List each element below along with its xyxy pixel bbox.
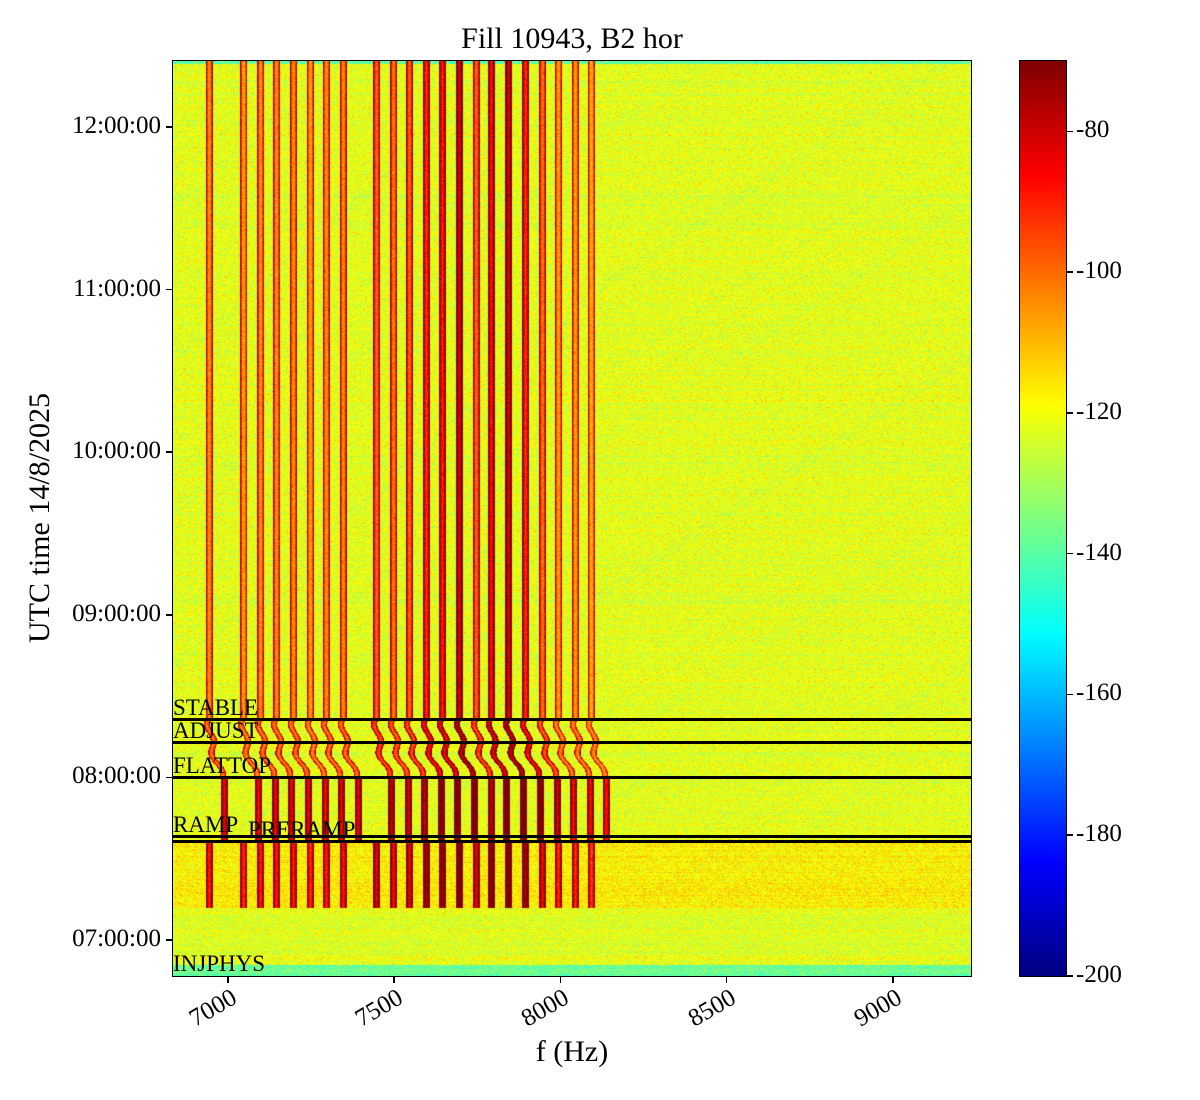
x-axis-label: f (Hz)	[535, 1035, 609, 1068]
x-tick	[393, 976, 395, 983]
chart-title: Fill 10943, B2 hor	[461, 22, 683, 55]
colorbar-tick-label: -140	[1076, 538, 1122, 566]
y-tick-label: 09:00:00	[72, 599, 161, 627]
y-tick	[166, 451, 173, 453]
colorbar-tick	[1066, 975, 1073, 977]
colorbar-tick-label: -200	[1076, 961, 1122, 988]
beam-mode-line	[173, 740, 971, 744]
spectrogram-image	[173, 61, 971, 976]
colorbar-tick-label: -120	[1076, 397, 1122, 425]
beam-mode-label: FLATTOP	[173, 753, 271, 779]
beam-mode-line	[173, 717, 971, 721]
colorbar-tick	[1066, 552, 1073, 555]
y-tick	[166, 614, 173, 616]
colorbar-tick	[1066, 834, 1073, 836]
y-tick-label: 10:00:00	[72, 437, 161, 465]
y-axis-label: UTC time 14/8/2025	[23, 393, 56, 643]
y-tick	[166, 126, 173, 128]
colorbar-tick-label: -180	[1076, 820, 1122, 848]
beam-mode-line	[173, 775, 971, 779]
colorbar-tick	[1066, 130, 1073, 133]
y-tick-label: 12:00:00	[72, 111, 161, 139]
x-tick	[892, 976, 894, 983]
colorbar-tick	[1066, 412, 1073, 414]
beam-mode-label: INJPHYS	[173, 951, 266, 977]
plot-area	[173, 61, 971, 976]
colorbar-tick	[1066, 271, 1073, 273]
y-tick-label: 07:00:00	[72, 924, 161, 952]
x-tick	[559, 976, 562, 983]
y-tick	[166, 939, 173, 941]
y-tick-label: 08:00:00	[72, 762, 161, 790]
colorbar	[1020, 61, 1066, 976]
colorbar-tick	[1066, 693, 1073, 696]
x-tick	[725, 976, 728, 983]
colorbar-tick-label: -100	[1076, 257, 1122, 285]
beam-mode-line	[173, 834, 971, 838]
y-tick-label: 11:00:00	[73, 274, 161, 302]
colorbar-tick-label: -160	[1076, 679, 1122, 707]
beam-mode-line	[173, 839, 971, 843]
beam-mode-label: ADJUST	[173, 718, 259, 744]
colorbar-tick-label: -80	[1076, 116, 1110, 144]
beam-mode-label: STABLE	[173, 695, 259, 721]
y-tick	[166, 776, 173, 779]
beam-mode-label: PRERAMP	[248, 817, 356, 843]
colorbar-gradient	[1020, 61, 1066, 976]
y-tick	[166, 288, 173, 291]
beam-mode-label: RAMP	[173, 812, 239, 838]
x-tick	[227, 976, 229, 983]
